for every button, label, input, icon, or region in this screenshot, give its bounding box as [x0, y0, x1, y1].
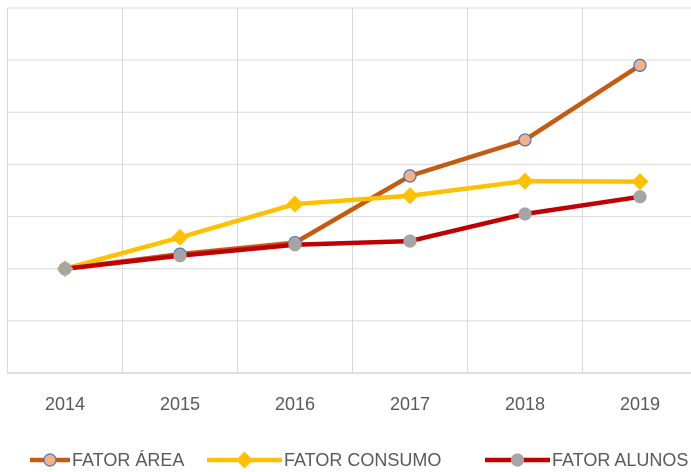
x-tick-label: 2017 [390, 394, 430, 414]
data-point [403, 234, 417, 248]
data-point [516, 172, 534, 190]
data-point [58, 262, 72, 276]
data-point [403, 169, 417, 183]
x-tick-label: 2015 [160, 394, 200, 414]
data-point [518, 133, 532, 147]
data-point [401, 187, 419, 205]
legend-marker [510, 453, 525, 467]
series-line [64, 178, 641, 271]
data-point [633, 190, 647, 204]
data-point [286, 195, 304, 213]
legend-marker [235, 451, 254, 469]
x-tick-label: 2014 [45, 394, 85, 414]
data-point [518, 207, 532, 221]
data-point [288, 238, 302, 252]
x-tick-label: 2018 [505, 394, 545, 414]
x-tick-label: 2019 [620, 394, 660, 414]
legend-label: FATOR CONSUMO [284, 450, 441, 470]
series-line [64, 194, 641, 271]
data-point [633, 58, 647, 72]
data-point [171, 228, 189, 246]
legend-label: FATOR ÁREA [72, 450, 184, 470]
data-point [173, 249, 187, 263]
legend-marker [43, 453, 57, 467]
x-tick-label: 2016 [275, 394, 315, 414]
data-point [631, 173, 649, 191]
legend-label: FATOR ALUNOS [552, 450, 688, 470]
